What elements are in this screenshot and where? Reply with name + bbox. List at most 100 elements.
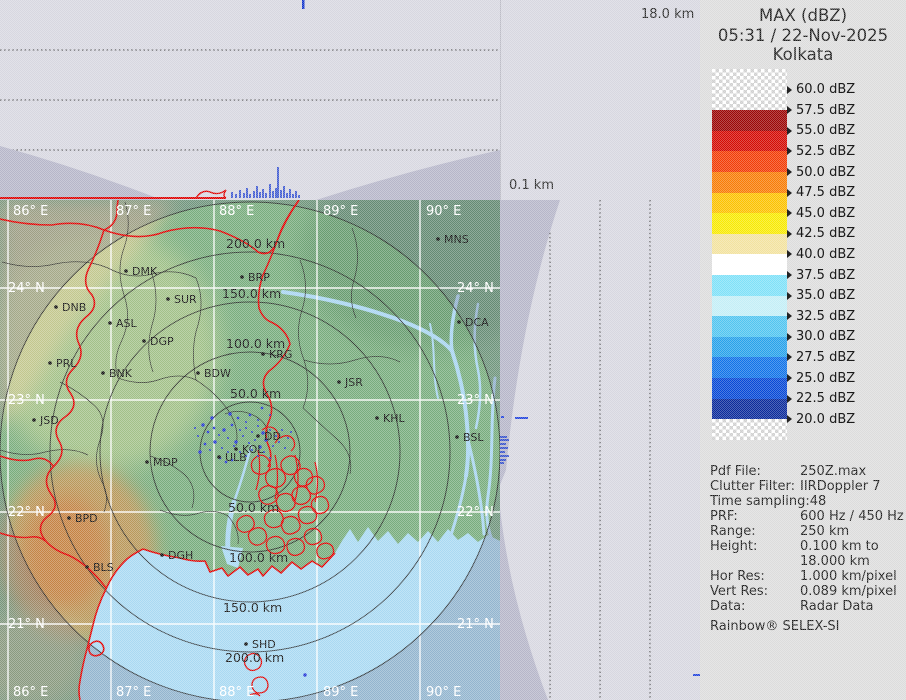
colorbar-band-1 (712, 90, 787, 111)
echo-dot (287, 437, 289, 439)
tick-label: 27.5 dBZ (796, 350, 855, 365)
city-dot-dca (457, 320, 461, 324)
tick-arrow-icon (787, 189, 792, 197)
lon-label-top: 89° E (323, 204, 358, 219)
scale-tick-35.0-dBZ: 35.0 dBZ (787, 288, 855, 304)
city-label-dgh: DGH (168, 549, 193, 562)
tick-arrow-icon (787, 209, 792, 217)
radar-map: 86° E86° E87° E87° E88° E88° E89° E89° E… (0, 200, 500, 700)
city-label-krg: KRG (269, 348, 292, 361)
tick-label: 22.5 dBZ (796, 391, 855, 406)
echo-dot (249, 414, 252, 417)
right-panel-gridlines (550, 200, 650, 700)
tick-arrow-icon (787, 395, 792, 403)
city-dot-bpd (67, 516, 71, 520)
echo-height-spikes (232, 167, 299, 198)
lat-label-left: 23° N (8, 393, 45, 408)
lon-label-bottom: 87° E (116, 685, 151, 700)
colorbar-band-9 (712, 254, 787, 275)
echo-dash-marks (501, 417, 700, 675)
meta-row: Pdf File:250Z.max (710, 464, 902, 479)
echo-dot (197, 435, 199, 437)
tick-label: 60.0 dBZ (796, 82, 855, 97)
city-label-sur: SUR (174, 293, 197, 306)
city-label-asl: ASL (116, 317, 138, 330)
echo-dot (303, 673, 306, 676)
city-dot-prl (48, 361, 52, 365)
tick-label: 32.5 dBZ (796, 309, 855, 324)
tick-arrow-icon (787, 333, 792, 341)
city-label-shd: SHD (252, 638, 276, 651)
city-dot-dgp (142, 339, 146, 343)
meta-label: Hor Res: (710, 569, 800, 584)
right-height-profile-panel (500, 200, 700, 700)
city-dot-dnb (54, 305, 58, 309)
echo-dot (269, 414, 271, 416)
colorbar-band-14 (712, 357, 787, 378)
product-site: Kolkata (700, 45, 906, 65)
range-ring-label: 50.0 km (230, 386, 281, 401)
echo-dot (284, 447, 286, 449)
range-ring-label: 50.0 km (228, 500, 279, 515)
city-dot-dgh (160, 553, 164, 557)
scale-tick-57.5-dBZ: 57.5 dBZ (787, 102, 855, 118)
meta-row: Data:Radar Data (710, 599, 902, 614)
tick-arrow-icon (787, 106, 792, 114)
echo-dot (257, 419, 259, 421)
tick-label: 35.0 dBZ (796, 288, 855, 303)
echo-dot (213, 440, 216, 443)
lat-label-right: 23° N (457, 393, 494, 408)
lon-label-bottom: 89° E (323, 685, 358, 700)
beam-blockage-wedges (0, 146, 500, 200)
lat-label-right: 24° N (457, 281, 494, 296)
echo-dot (210, 416, 213, 419)
lat-label-left: 22° N (8, 505, 45, 520)
city-dot-dd (256, 434, 260, 438)
lon-label-top: 87° E (116, 204, 151, 219)
tick-label: 45.0 dBZ (796, 206, 855, 221)
echo-dot (290, 431, 292, 433)
colorbar-band-2 (712, 110, 787, 131)
legend-title: MAX (dBZ) 05:31 / 22-Nov-2025 Kolkata (700, 6, 906, 65)
meta-row: Clutter Filter:IIRDoppler 7 (710, 479, 902, 494)
meta-value: 0.100 km to (800, 539, 879, 554)
city-dot-mdp (145, 460, 149, 464)
city-label-bls: BLS (93, 561, 114, 574)
meta-label: Time sampling: (710, 494, 810, 509)
meta-row: Hor Res:1.000 km/pixel (710, 569, 902, 584)
meta-row: Range:250 km (710, 524, 902, 539)
tick-arrow-icon (787, 86, 792, 94)
city-dot-bsl (455, 435, 459, 439)
colorbar-band-11 (712, 296, 787, 317)
meta-value: Radar Data (800, 599, 873, 614)
meta-value: 600 Hz / 450 Hz (800, 509, 904, 524)
scale-tick-52.5-dBZ: 52.5 dBZ (787, 143, 855, 159)
tick-label: 55.0 dBZ (796, 123, 855, 138)
scale-tick-45.0-dBZ: 45.0 dBZ (787, 205, 855, 221)
colorbar-band-4 (712, 151, 787, 172)
product-datetime: 05:31 / 22-Nov-2025 (700, 26, 906, 46)
echo-dot (234, 440, 237, 443)
tick-arrow-icon (787, 230, 792, 238)
meta-row: Vert Res:0.089 km/pixel (710, 584, 902, 599)
echo-dot (213, 427, 216, 430)
range-ring-label: 150.0 km (223, 600, 282, 615)
echo-dot (245, 421, 247, 423)
dbz-colorbar (712, 69, 787, 440)
tick-label: 37.5 dBZ (796, 268, 855, 283)
city-dot-dmk (124, 269, 128, 273)
lat-label-left: 24° N (8, 281, 45, 296)
meta-value: IIRDoppler 7 (800, 479, 881, 494)
city-label-bdw: BDW (204, 367, 231, 380)
city-dot-jsd (32, 418, 36, 422)
city-label-dgp: DGP (150, 335, 174, 348)
tick-label: 50.0 dBZ (796, 165, 855, 180)
city-label-dca: DCA (465, 316, 489, 329)
tick-arrow-icon (787, 353, 792, 361)
city-label-dnb: DNB (62, 301, 86, 314)
tick-arrow-icon (787, 292, 792, 300)
meta-label: Pdf File: (710, 464, 800, 479)
colorbar-band-15 (712, 378, 787, 399)
scale-tick-60.0-dBZ: 60.0 dBZ (787, 82, 855, 98)
echo-dot (251, 431, 253, 433)
